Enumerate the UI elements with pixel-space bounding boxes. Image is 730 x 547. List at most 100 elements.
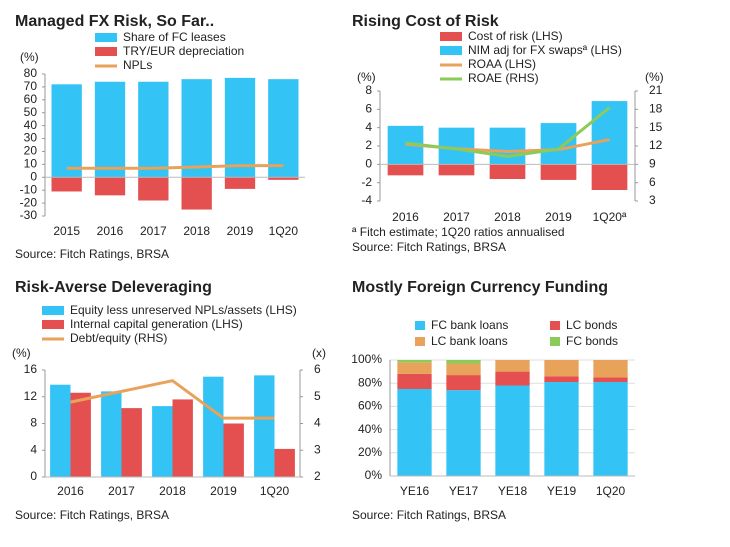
- bar: [138, 177, 169, 201]
- y2-tick-label: 9: [649, 157, 656, 171]
- y-axis-unit: (%): [357, 70, 376, 84]
- bar: [593, 382, 628, 476]
- y2-axis-unit: (x): [312, 346, 326, 360]
- legend-swatch: [550, 321, 560, 330]
- y2-tick-label: 3: [649, 193, 656, 207]
- bar: [489, 127, 526, 165]
- y2-tick-label: 4: [314, 416, 321, 430]
- x-tick-label: 2017: [108, 484, 135, 498]
- y-tick-label: 16: [24, 362, 38, 376]
- x-tick-label: YE19: [547, 484, 577, 498]
- y2-tick-label: 6: [314, 362, 321, 376]
- legend-swatch: [440, 46, 462, 55]
- x-tick-label: 2018: [494, 210, 521, 224]
- x-tick-label: 2018: [183, 224, 210, 238]
- y-tick-label: 50: [24, 105, 38, 119]
- legend-swatch: [95, 33, 117, 42]
- x-tick-label: YE16: [400, 484, 430, 498]
- legend-label: FC bonds: [566, 334, 618, 348]
- y2-tick-label: 5: [314, 389, 321, 403]
- y-axis-unit: (%): [20, 50, 39, 64]
- bar: [274, 448, 295, 477]
- x-tick-label: YE18: [498, 484, 528, 498]
- legend-swatch: [415, 321, 425, 330]
- bar: [397, 360, 432, 363]
- bar: [540, 164, 577, 180]
- bar: [495, 385, 530, 476]
- y-tick-label: 0: [30, 169, 37, 183]
- legend-label: Cost of risk (LHS): [468, 29, 563, 43]
- bar: [544, 382, 579, 476]
- line: [405, 106, 611, 158]
- y-tick-label: 0: [365, 157, 372, 171]
- legend-label: LC bank loans: [431, 334, 508, 348]
- bar: [138, 81, 169, 178]
- y2-tick-label: 18: [649, 102, 663, 116]
- x-tick-label: 2017: [443, 210, 470, 224]
- y-tick-label: 30: [24, 131, 38, 145]
- y-tick-label: 4: [30, 442, 37, 456]
- legend-swatch: [42, 306, 64, 315]
- legend-label: LC bonds: [566, 318, 617, 332]
- legend-label: ROAE (RHS): [468, 71, 539, 85]
- bar: [50, 384, 71, 477]
- chart: Risk-Averse Deleveraging (%) (x) Equity les…: [12, 279, 326, 522]
- y2-axis-unit: (%): [645, 70, 664, 84]
- legend-swatch: [415, 337, 425, 346]
- x-tick-label: 2019: [210, 484, 237, 498]
- source: Source: Fitch Ratings, BRSA: [15, 508, 169, 522]
- chart-title: Rising Cost of Risk: [352, 13, 499, 30]
- bar: [94, 81, 126, 178]
- bar: [70, 392, 91, 477]
- legend-swatch: [550, 337, 560, 346]
- bar: [397, 373, 432, 389]
- y-tick-label: 2: [365, 138, 372, 152]
- y2-tick-label: 12: [649, 138, 663, 152]
- y-tick-label: 10: [24, 157, 38, 171]
- bar: [94, 177, 126, 196]
- y-tick-label: 40: [24, 118, 38, 132]
- x-tick-label: 1Q20ª: [593, 210, 627, 224]
- line: [66, 164, 284, 170]
- y2-tick-label: 6: [649, 175, 656, 189]
- y-tick-label: 12: [24, 389, 38, 403]
- chart: Mostly Foreign Currency Funding FC bank l…: [351, 279, 635, 522]
- x-tick-label: 2019: [545, 210, 572, 224]
- bar: [51, 177, 82, 192]
- bar: [446, 360, 481, 364]
- bar: [181, 79, 212, 178]
- legend-label: Equity less unreserved NPLs/assets (LHS): [70, 303, 297, 317]
- y-tick-label: 8: [365, 83, 372, 97]
- x-tick-label: YE17: [449, 484, 479, 498]
- line: [70, 379, 275, 420]
- legend-swatch: [95, 47, 117, 56]
- legend-label: FC bank loans: [431, 318, 508, 332]
- x-tick-label: 2016: [97, 224, 124, 238]
- bar: [254, 375, 275, 477]
- bar: [51, 84, 82, 178]
- chart: Rising Cost of Risk (%) (%) Cost of risk (L…: [352, 13, 664, 254]
- bar: [387, 164, 424, 176]
- x-tick-label: 2017: [140, 224, 167, 238]
- legend-label: Debt/equity (RHS): [70, 331, 167, 345]
- legend-label: Share of FC leases: [123, 30, 226, 44]
- y-axis-unit: (%): [12, 346, 31, 360]
- source: Source: Fitch Ratings, BRSA: [352, 508, 506, 522]
- legend-label: ROAA (LHS): [468, 57, 536, 71]
- bar: [593, 377, 628, 383]
- legend-swatch: [42, 320, 64, 329]
- y-tick-label: -4: [361, 193, 372, 207]
- y-tick-label: -30: [20, 208, 38, 222]
- x-tick-label: 2016: [57, 484, 84, 498]
- chart-title: Risk-Averse Deleveraging: [15, 279, 212, 296]
- bar: [593, 360, 628, 378]
- bar: [446, 375, 481, 391]
- legend-label: Internal capital generation (LHS): [70, 317, 243, 331]
- y-tick-label: 20%: [358, 445, 382, 459]
- bar: [438, 127, 475, 165]
- bar: [223, 423, 244, 477]
- bar: [495, 371, 530, 386]
- bar: [121, 408, 142, 477]
- x-tick-label: 1Q20: [260, 484, 290, 498]
